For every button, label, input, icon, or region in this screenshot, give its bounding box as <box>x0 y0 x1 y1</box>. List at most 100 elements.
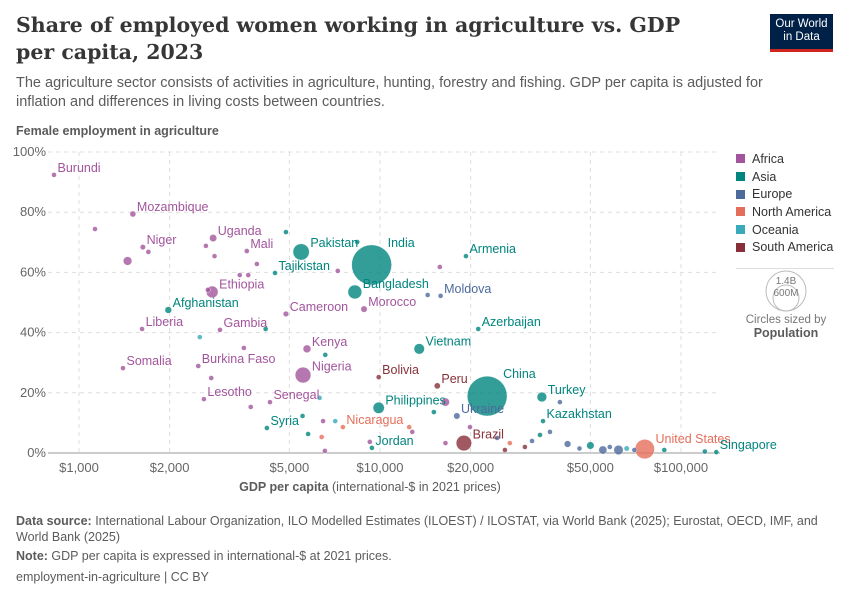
data-point[interactable] <box>613 445 624 455</box>
data-point[interactable] <box>211 253 218 259</box>
data-point[interactable] <box>347 284 362 300</box>
data-point[interactable] <box>351 244 392 286</box>
data-point[interactable] <box>661 447 667 453</box>
data-point[interactable] <box>209 234 217 242</box>
data-point[interactable] <box>623 445 630 452</box>
data-point[interactable] <box>564 440 572 448</box>
data-point[interactable] <box>529 438 535 444</box>
data-point[interactable] <box>409 429 415 435</box>
data-point[interactable] <box>463 253 469 259</box>
data-point[interactable] <box>547 429 553 435</box>
data-point[interactable] <box>586 441 595 450</box>
data-point[interactable] <box>283 229 289 235</box>
data-point[interactable] <box>195 363 201 369</box>
data-point[interactable] <box>248 404 254 410</box>
data-point[interactable] <box>536 391 547 403</box>
data-point[interactable] <box>576 445 583 452</box>
legend-item[interactable]: Oceania <box>736 221 834 239</box>
data-point[interactable] <box>262 326 269 332</box>
data-point[interactable] <box>406 424 412 430</box>
data-point[interactable] <box>123 256 133 266</box>
data-point[interactable] <box>318 434 325 440</box>
data-point[interactable] <box>335 268 341 274</box>
data-point[interactable] <box>294 366 312 384</box>
data-point[interactable] <box>634 439 655 460</box>
data-point[interactable] <box>164 306 172 314</box>
data-point[interactable] <box>139 244 146 251</box>
data-point[interactable] <box>292 243 310 261</box>
data-point[interactable] <box>245 272 251 278</box>
data-point[interactable] <box>360 305 368 313</box>
data-point[interactable] <box>522 444 528 450</box>
owid-logo[interactable]: Our World in Data <box>770 14 833 52</box>
data-point[interactable] <box>302 344 312 353</box>
data-point[interactable] <box>434 382 441 390</box>
data-point[interactable] <box>441 397 450 407</box>
data-point[interactable] <box>413 343 425 355</box>
data-point[interactable] <box>702 448 708 455</box>
data-point[interactable] <box>322 448 328 454</box>
data-point[interactable] <box>437 264 443 270</box>
data-point[interactable] <box>537 432 543 438</box>
point-label: Cameroon <box>290 300 348 314</box>
data-point[interactable] <box>139 326 145 332</box>
data-point[interactable] <box>372 401 385 414</box>
data-point[interactable] <box>272 270 278 276</box>
data-point[interactable] <box>437 293 444 299</box>
point-label: Nicaragua <box>346 413 403 427</box>
data-point[interactable] <box>205 287 211 293</box>
data-point[interactable] <box>129 210 137 218</box>
data-point[interactable] <box>320 418 326 424</box>
data-point[interactable] <box>322 352 328 358</box>
data-point[interactable] <box>354 239 360 245</box>
data-point[interactable] <box>197 334 203 340</box>
legend-item[interactable]: South America <box>736 238 834 256</box>
data-point[interactable] <box>51 172 57 178</box>
data-point[interactable] <box>332 418 338 424</box>
legend-item[interactable]: Europe <box>736 185 834 203</box>
data-point[interactable] <box>316 395 323 401</box>
data-point[interactable] <box>145 249 152 255</box>
data-point[interactable] <box>267 399 273 405</box>
data-point[interactable] <box>598 445 608 455</box>
data-point[interactable] <box>264 425 270 431</box>
data-point[interactable] <box>208 375 214 381</box>
data-point[interactable] <box>369 445 375 451</box>
data-point[interactable] <box>467 424 473 430</box>
data-point[interactable] <box>237 272 243 278</box>
data-point[interactable] <box>713 449 719 455</box>
data-point[interactable] <box>507 440 513 446</box>
data-point[interactable] <box>375 374 382 380</box>
size-legend-caption: Circles sized by <box>745 314 827 326</box>
data-point[interactable] <box>299 413 306 419</box>
data-point[interactable] <box>502 447 508 453</box>
data-point[interactable] <box>305 431 311 437</box>
data-point[interactable] <box>607 444 613 450</box>
data-point[interactable] <box>282 310 289 317</box>
data-point[interactable] <box>631 447 638 453</box>
data-point[interactable] <box>455 435 472 452</box>
data-point[interactable] <box>540 418 546 424</box>
data-point[interactable] <box>92 226 98 232</box>
data-point[interactable] <box>120 365 126 371</box>
data-point[interactable] <box>424 292 431 298</box>
data-point[interactable] <box>453 412 461 420</box>
legend-item[interactable]: North America <box>736 203 834 221</box>
data-point[interactable] <box>203 243 209 249</box>
data-point[interactable] <box>244 248 250 254</box>
legend-item[interactable]: Africa <box>736 150 834 168</box>
data-point[interactable] <box>254 261 260 267</box>
legend-item[interactable]: Asia <box>736 168 834 186</box>
data-point[interactable] <box>340 424 346 430</box>
data-point[interactable] <box>494 435 500 441</box>
data-point[interactable] <box>442 440 449 446</box>
data-point[interactable] <box>557 399 563 405</box>
data-point[interactable] <box>217 327 223 333</box>
data-point[interactable] <box>467 375 508 417</box>
footer-link[interactable]: employment-in-agriculture | CC BY <box>16 570 209 584</box>
data-point[interactable] <box>367 439 373 445</box>
data-point[interactable] <box>201 396 207 402</box>
data-point[interactable] <box>475 326 481 332</box>
data-point[interactable] <box>241 345 247 351</box>
data-point[interactable] <box>431 409 437 415</box>
